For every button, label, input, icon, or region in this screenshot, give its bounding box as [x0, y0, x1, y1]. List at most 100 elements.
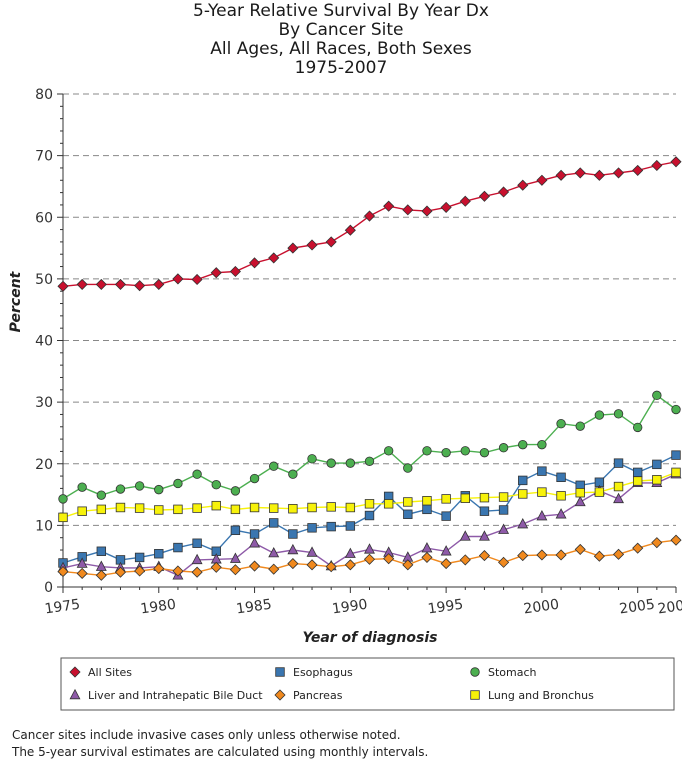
data-point — [460, 446, 470, 456]
data-point — [671, 467, 681, 478]
data-point — [441, 447, 451, 458]
data-point — [575, 488, 585, 498]
footnote-line: Cancer sites include invasive cases only… — [12, 728, 401, 742]
data-point — [325, 561, 337, 573]
data-point — [652, 459, 662, 470]
data-point — [478, 530, 490, 541]
data-point — [287, 543, 299, 555]
data-point — [671, 404, 681, 415]
series-all-sites — [57, 156, 682, 292]
data-point — [574, 495, 586, 507]
data-point — [555, 549, 567, 561]
data-point — [344, 547, 356, 558]
series-esophagus — [58, 450, 681, 568]
data-point — [249, 529, 260, 539]
series-stomach — [58, 390, 681, 504]
data-point — [556, 491, 566, 501]
data-point — [95, 569, 107, 581]
data-point — [134, 481, 145, 491]
data-point — [498, 505, 509, 515]
legend-marker — [470, 667, 480, 677]
legend-item: Esophagus — [275, 666, 353, 679]
data-point — [613, 409, 624, 419]
data-point — [383, 553, 395, 565]
x-tick-labels: 1975 1980 1985 1990 1995 2000 2005 2007 — [44, 597, 682, 618]
x-tick-label: 2005 — [618, 597, 656, 618]
data-point — [479, 492, 490, 503]
legend-label: Stomach — [488, 666, 537, 679]
axes — [57, 93, 677, 593]
data-point — [632, 542, 644, 554]
data-point — [306, 239, 318, 251]
data-point — [555, 169, 567, 181]
data-point — [134, 503, 145, 513]
data-point — [306, 546, 318, 557]
data-point — [536, 509, 548, 521]
legend-item: Stomach — [470, 666, 537, 679]
x-tick-label: 1985 — [235, 597, 273, 618]
legend-item: All Sites — [69, 666, 132, 679]
legend-label: All Sites — [88, 666, 132, 679]
data-point — [632, 476, 643, 486]
data-point — [345, 458, 356, 468]
data-point — [651, 159, 663, 172]
y-tick-label: 50 — [35, 272, 53, 288]
data-point — [229, 552, 241, 563]
data-point — [498, 556, 510, 568]
data-point — [191, 553, 203, 565]
data-point — [440, 558, 452, 570]
data-point — [192, 538, 202, 548]
data-point — [173, 478, 183, 489]
data-point — [403, 497, 413, 507]
data-point — [249, 537, 261, 548]
data-point — [192, 469, 202, 479]
data-point — [134, 280, 146, 292]
data-point — [593, 169, 605, 181]
legend: All Sites Esophagus Stomach Liver and Intra… — [60, 657, 675, 711]
data-point — [172, 273, 184, 285]
data-point — [268, 563, 280, 575]
data-point — [76, 567, 88, 580]
data-point — [441, 511, 451, 521]
data-point — [498, 523, 510, 534]
data-point — [326, 458, 336, 468]
data-point — [402, 559, 414, 571]
legend-label: Esophagus — [293, 666, 353, 679]
x-tick-label: 1990 — [331, 597, 369, 618]
x-tick-label: 1975 — [44, 597, 82, 618]
data-point — [153, 278, 165, 290]
data-point — [441, 494, 451, 504]
data-point — [325, 236, 337, 248]
footnotes: Cancer sites include invasive cases only… — [12, 727, 672, 761]
data-point — [383, 200, 395, 212]
data-point — [478, 550, 491, 562]
data-point — [76, 278, 88, 290]
data-point — [249, 502, 260, 513]
data-point — [422, 496, 432, 506]
data-point — [422, 446, 432, 456]
data-point — [460, 493, 470, 503]
data-point — [537, 466, 547, 476]
data-point — [154, 549, 164, 559]
data-point — [211, 480, 221, 490]
x-tick-label: 1980 — [139, 597, 177, 618]
data-point — [77, 506, 87, 516]
data-point — [518, 475, 528, 486]
data-point — [287, 558, 299, 570]
data-point — [459, 195, 471, 207]
data-point — [96, 546, 107, 556]
data-point — [518, 439, 528, 450]
data-point — [421, 551, 433, 563]
series-pancreas — [57, 534, 682, 581]
data-point — [345, 521, 356, 531]
y-axis-label: Percent — [8, 270, 24, 332]
data-point — [575, 421, 585, 431]
x-tick-label: 1995 — [427, 597, 465, 618]
data-point — [574, 543, 586, 555]
legend-marker — [470, 690, 480, 700]
data-point — [115, 502, 126, 513]
data-point — [210, 561, 222, 573]
data-point — [440, 545, 452, 556]
data-point — [652, 390, 662, 401]
data-point — [632, 467, 643, 478]
